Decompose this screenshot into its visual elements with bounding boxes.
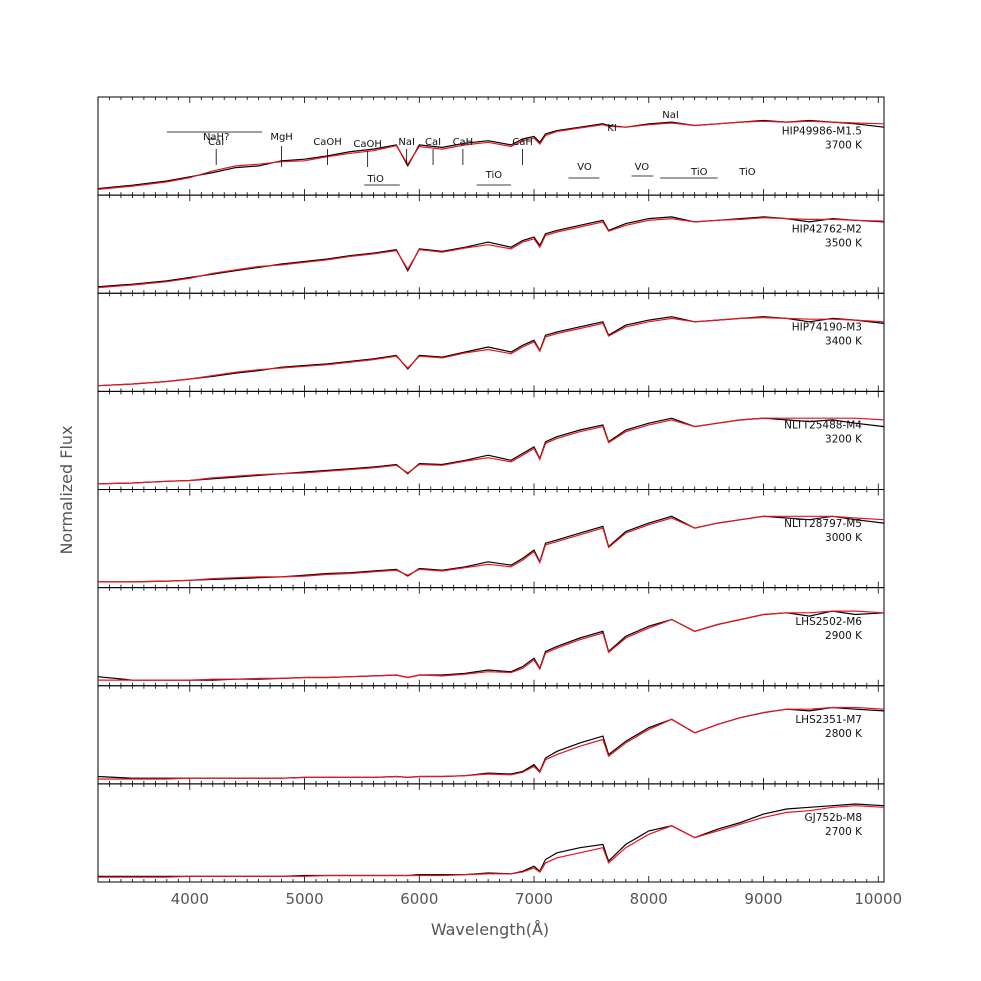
x-tick-label: 8000 xyxy=(630,890,668,908)
feature-label: CaI xyxy=(425,137,441,148)
panel-star-label: NLTT28797-M5 xyxy=(784,518,862,530)
x-tick-label: 6000 xyxy=(400,890,438,908)
band-label: VO xyxy=(577,162,592,173)
feature-label: NaI xyxy=(662,110,679,121)
panel-2: HIP42762-M2 3500 K xyxy=(97,194,885,294)
panel-7: LHS2351-M7 2800 K xyxy=(97,685,885,785)
panel-star-label: LHS2502-M6 xyxy=(795,616,862,628)
feature-label: CaOH xyxy=(353,139,382,150)
observed-spectrum-line xyxy=(97,216,885,288)
panel-star-label: HIP49986-M1.5 xyxy=(782,125,862,137)
model-spectrum-line xyxy=(97,217,885,289)
model-spectrum-line xyxy=(97,120,885,190)
observed-spectrum-line xyxy=(97,610,885,681)
feature-label: MgH xyxy=(270,132,293,143)
observed-spectrum-line xyxy=(98,803,885,877)
panel-star-label: HIP74190-M3 xyxy=(792,322,862,334)
band-label: TiO xyxy=(366,174,384,185)
feature-label: CaH xyxy=(512,137,533,148)
x-tick-label: 5000 xyxy=(285,890,323,908)
panel-6: LHS2502-M6 2900 K xyxy=(97,587,885,687)
x-axis: 4000 5000 6000 7000 8000 9000 10000 xyxy=(171,890,902,908)
panel-star-label: HIP42762-M2 xyxy=(792,223,862,235)
band-label: TiO xyxy=(738,167,756,178)
panel-teff-label: 2700 K xyxy=(825,826,863,838)
x-tick-label: 4000 xyxy=(171,890,209,908)
panels-layer: HIP49986-M1.5 3700 K HIP42762-M2 3500 K HIP7… xyxy=(97,96,885,883)
band-label: TiO xyxy=(485,170,503,181)
model-spectrum-line xyxy=(98,515,885,583)
panel-1: HIP49986-M1.5 3700 K xyxy=(97,96,885,196)
band-label: TiO xyxy=(690,167,708,178)
x-axis-label: Wavelength(Å) xyxy=(431,920,549,939)
panel-star-label: NLTT25488-M4 xyxy=(784,420,862,432)
model-spectrum-line xyxy=(98,706,885,780)
feature-label: CaI xyxy=(208,137,224,148)
panel-frame xyxy=(97,292,885,392)
panel-teff-label: 3700 K xyxy=(825,139,863,151)
x-tick-label: 9000 xyxy=(744,890,782,908)
band-label: VO xyxy=(635,162,650,173)
panel-frame xyxy=(97,685,885,785)
panel-frame xyxy=(97,783,885,883)
panel-frame xyxy=(97,194,885,294)
observed-spectrum-line xyxy=(98,515,885,583)
panel-frame xyxy=(97,390,885,490)
x-tick-label: 10000 xyxy=(854,890,902,908)
x-tick-label: 7000 xyxy=(515,890,553,908)
panel-teff-label: 3400 K xyxy=(825,336,863,348)
panel-teff-label: 2900 K xyxy=(825,630,863,642)
feature-label: NaI xyxy=(398,137,415,148)
y-axis-label: Normalized Flux xyxy=(57,425,76,554)
feature-label: NaH? xyxy=(203,132,229,143)
panel-teff-label: 3200 K xyxy=(825,434,863,446)
observed-spectrum-line xyxy=(97,706,885,779)
feature-label: KI xyxy=(607,123,617,134)
panel-frame xyxy=(97,587,885,687)
panel-teff-label: 3000 K xyxy=(825,532,863,544)
panel-teff-label: 2800 K xyxy=(825,728,863,740)
panel-4: NLTT25488-M4 3200 K xyxy=(97,390,885,490)
panel-3: HIP74190-M3 3400 K xyxy=(97,292,885,392)
panel-5: NLTT28797-M5 3000 K xyxy=(97,489,885,589)
panel-star-label: LHS2351-M7 xyxy=(795,714,862,726)
model-spectrum-line xyxy=(97,417,885,485)
feature-label: CaH xyxy=(453,137,474,148)
panel-frame xyxy=(97,489,885,589)
observed-spectrum-line xyxy=(97,417,885,485)
panel-star-label: GJ752b-M8 xyxy=(805,812,862,824)
model-spectrum-line xyxy=(98,610,885,681)
panel-8: GJ752b-M8 2700 K xyxy=(97,783,885,883)
feature-label: CaOH xyxy=(313,137,342,148)
model-spectrum-line xyxy=(97,316,885,387)
model-spectrum-line xyxy=(98,805,885,878)
panel-teff-label: 3500 K xyxy=(825,237,863,249)
